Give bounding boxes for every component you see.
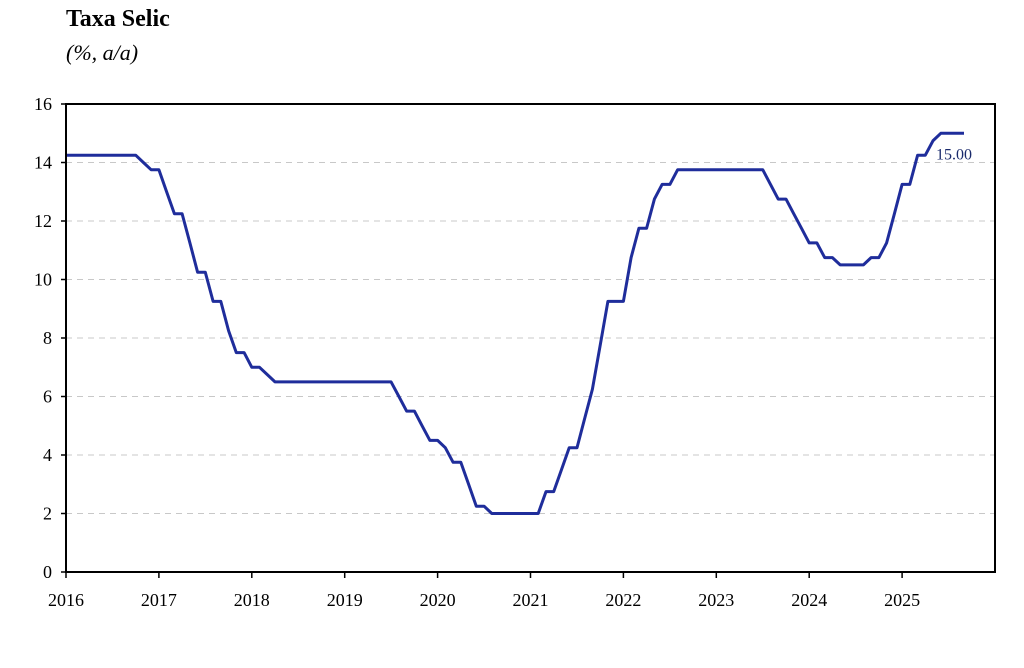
y-tick-label: 16 xyxy=(34,94,52,114)
y-tick-label: 14 xyxy=(34,153,52,173)
end-value-label: 15.00 xyxy=(936,146,972,163)
y-tick-label: 12 xyxy=(34,211,52,231)
selic-series-line xyxy=(66,131,964,515)
chart-subtitle: (%, a/a) xyxy=(66,40,139,65)
plot-frame xyxy=(65,103,996,573)
x-tick-label: 2021 xyxy=(513,590,549,610)
x-tick-label: 2016 xyxy=(48,590,84,610)
x-axis-ticks: 2016 2017 2018 2019 2020 2021 2022 2023 2024 2025 xyxy=(48,572,920,610)
y-tick-label: 8 xyxy=(43,328,52,348)
x-tick-label: 2019 xyxy=(327,590,363,610)
x-tick-label: 2023 xyxy=(698,590,734,610)
y-tick-label: 4 xyxy=(43,445,52,465)
x-tick-label: 2017 xyxy=(141,590,177,610)
x-tick-label: 2022 xyxy=(605,590,641,610)
x-tick-label: 2018 xyxy=(234,590,270,610)
x-tick-label: 2024 xyxy=(791,590,827,610)
y-axis-ticks: 0 2 4 6 8 10 12 14 16 xyxy=(34,94,66,582)
grid-lines xyxy=(66,162,995,514)
x-tick-label: 2025 xyxy=(884,590,920,610)
x-tick-label: 2020 xyxy=(420,590,456,610)
y-tick-label: 0 xyxy=(43,562,52,582)
y-tick-label: 10 xyxy=(34,270,52,290)
chart-title: Taxa Selic xyxy=(66,6,170,32)
y-tick-label: 2 xyxy=(43,504,52,524)
y-tick-label: 6 xyxy=(43,387,52,407)
